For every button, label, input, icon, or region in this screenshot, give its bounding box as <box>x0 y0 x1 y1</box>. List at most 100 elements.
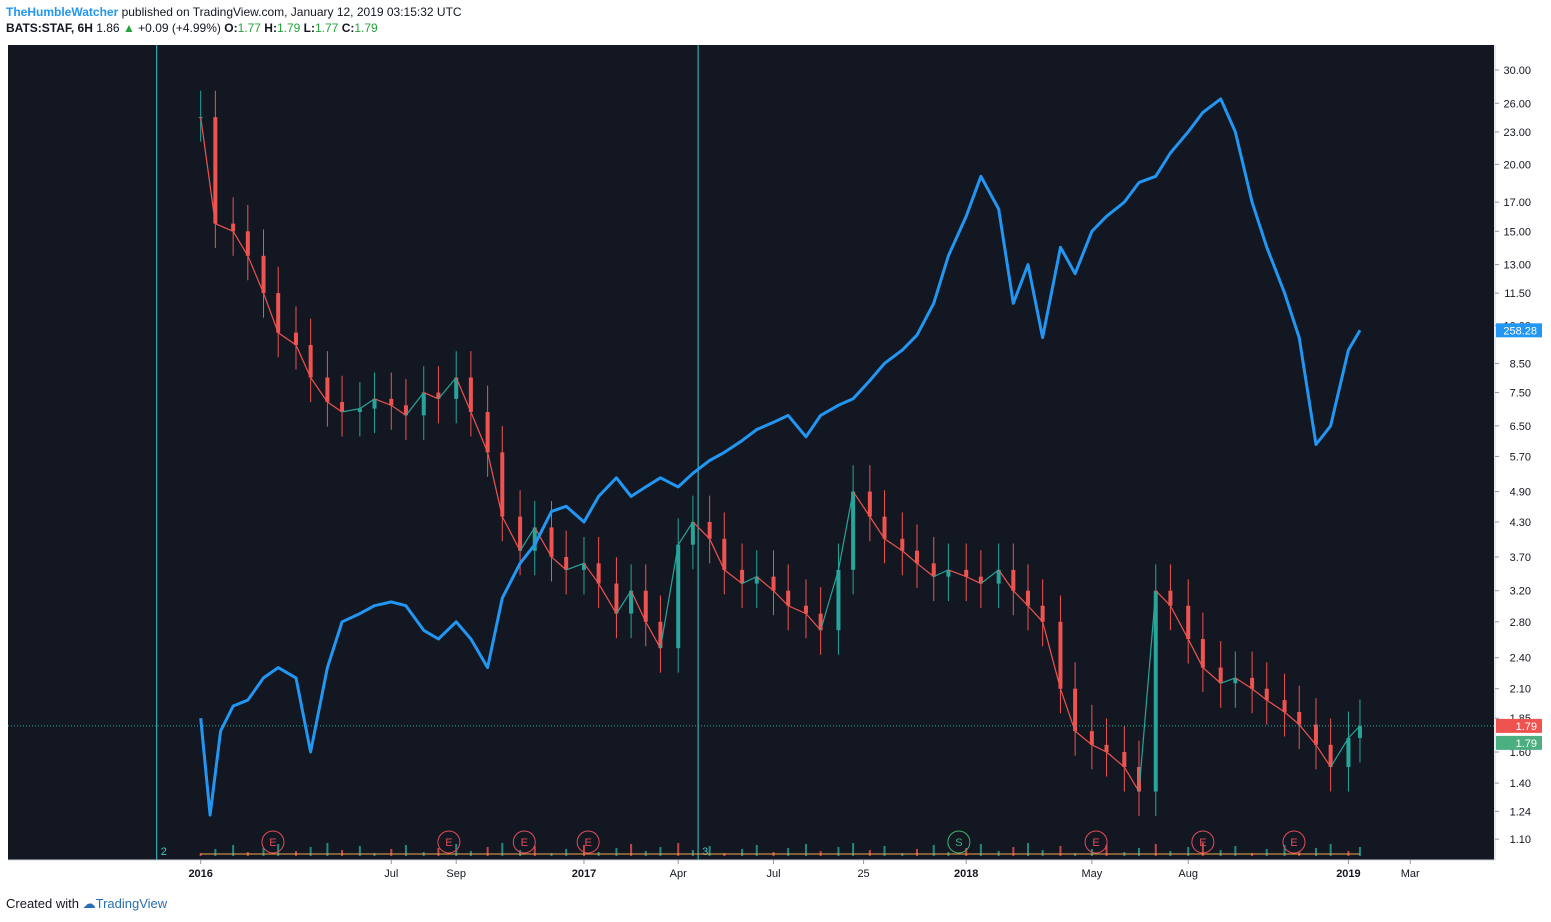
event-marker-label: E <box>1092 837 1099 849</box>
volume-bar <box>979 844 982 856</box>
volume-bar <box>708 846 711 856</box>
y-tick-label: 17.00 <box>1503 197 1531 209</box>
y-tick-label: 3.70 <box>1510 552 1531 564</box>
x-tick-label: Apr <box>670 868 687 880</box>
volume-bar <box>390 849 393 856</box>
y-tick-label: 6.50 <box>1510 421 1531 433</box>
chart-canvas[interactable]: 30.00 26.00 23.00 20.00 17.00 15.00 13.00 11.50… <box>6 43 1545 887</box>
volume-bar <box>1265 849 1268 856</box>
event-marker <box>1282 830 1306 854</box>
price-candle <box>1168 590 1173 606</box>
x-tick-label: 2016 <box>188 868 212 880</box>
chart-area[interactable]: 30.00 26.00 23.00 20.00 17.00 15.00 13.00 11.50… <box>6 43 1545 887</box>
event-marker <box>437 830 461 854</box>
y-tick-label: 26.00 <box>1503 98 1531 110</box>
x-tick-label: 2019 <box>1336 868 1360 880</box>
price-candle <box>389 398 394 406</box>
price-path-segment <box>1059 688 1076 732</box>
price-candle <box>1122 751 1127 768</box>
price-candle <box>1058 621 1063 689</box>
price-path-segment <box>551 556 567 571</box>
price-candle <box>485 411 490 453</box>
price-candle <box>1186 605 1191 640</box>
price-path-segment <box>980 569 1000 585</box>
price-path-segment <box>692 521 711 540</box>
price-candle <box>851 491 856 570</box>
price-candle <box>468 377 473 412</box>
price-candle <box>1313 724 1318 745</box>
price-path-segment <box>1012 590 1029 607</box>
price-candle <box>1153 590 1158 792</box>
price-candle <box>900 538 905 551</box>
y-tick-label: 2.40 <box>1510 653 1531 665</box>
price-path-segment <box>659 544 679 649</box>
price-path-segment <box>852 491 871 517</box>
volume-bar <box>1026 843 1029 856</box>
price-candle <box>882 516 887 539</box>
event-marker-label: E <box>1290 837 1297 849</box>
volume-bar <box>741 849 744 856</box>
price-path-segment <box>1266 699 1285 713</box>
price-candle <box>676 544 681 649</box>
price-path-segment <box>501 516 521 552</box>
time-axis-background <box>8 860 1494 885</box>
y-tick-label: 23.00 <box>1503 127 1531 139</box>
price-path-segment <box>341 408 360 413</box>
author-link[interactable]: TheHumbleWatcher <box>6 5 119 19</box>
price-candle <box>1297 712 1302 725</box>
volume-bar <box>1137 848 1140 856</box>
price-path-segment <box>232 230 249 257</box>
plot-background <box>8 45 1494 860</box>
y-tick-label: 5.70 <box>1510 451 1531 463</box>
event-marker-label: E <box>521 837 528 849</box>
price-candle <box>308 345 313 378</box>
y-tick-label: 1.40 <box>1510 778 1531 790</box>
price-candle <box>500 452 505 517</box>
price-path-segment <box>933 569 949 578</box>
price-candle <box>754 576 759 584</box>
volume-bar <box>341 850 344 856</box>
footer-brand[interactable]: TradingView <box>95 896 168 911</box>
y-tick-label: 30.00 <box>1503 65 1531 77</box>
volume-bar <box>277 844 280 856</box>
price-candle <box>421 392 426 416</box>
x-tick-label: Jul <box>384 868 398 880</box>
price-path-segment <box>741 576 758 585</box>
price-path-segment <box>262 292 279 333</box>
volume-bar <box>915 849 918 856</box>
price-path-segment <box>390 404 407 416</box>
event-marker <box>261 830 285 854</box>
x-tick-label: Jul <box>766 868 780 880</box>
price-path-segment <box>709 538 725 571</box>
event-marker <box>947 830 971 854</box>
price-candle <box>213 117 218 224</box>
price-candle <box>614 583 619 614</box>
price-path-segment <box>630 590 647 623</box>
price-path-segment <box>423 392 439 400</box>
price-path-segment <box>837 491 854 570</box>
footer: Created with ☁TradingView <box>6 896 167 912</box>
price-path-segment <box>455 377 472 413</box>
price-path-segment <box>1074 730 1093 746</box>
price-path-segment <box>965 576 982 585</box>
volume-bar <box>1314 848 1317 856</box>
price-candle <box>1346 737 1351 768</box>
event-marker-label: E <box>269 837 276 849</box>
price-path-segment <box>1091 744 1107 753</box>
price-path-segment <box>948 569 967 578</box>
x-tick-label: 25 <box>857 868 869 880</box>
price-path-segment <box>787 605 807 615</box>
volume-bar <box>1219 850 1222 856</box>
tradingview-logo-icon: ☁ <box>82 896 96 911</box>
price-path-segment <box>1106 751 1125 768</box>
volume-bar <box>804 844 807 856</box>
price-candle <box>786 590 791 606</box>
price-candle <box>518 516 523 551</box>
price-path-segment <box>820 569 840 631</box>
last-price-label-box <box>1496 718 1542 733</box>
volume-bar <box>1012 847 1015 856</box>
price-candle <box>643 590 648 622</box>
volume-bar <box>691 850 694 856</box>
price-path-segment <box>1220 677 1236 684</box>
price-path-segment <box>869 516 886 540</box>
